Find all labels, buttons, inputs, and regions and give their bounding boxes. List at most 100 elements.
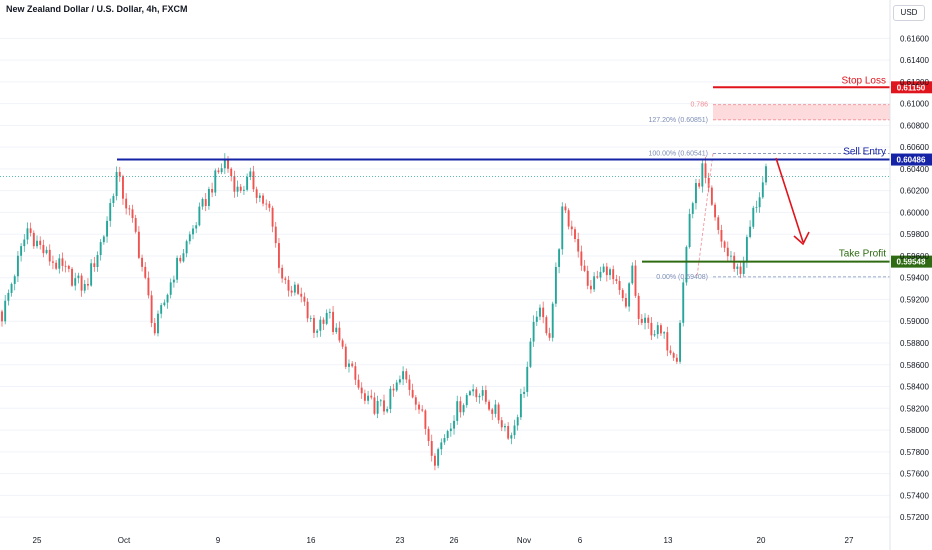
candle [761,177,764,199]
candle [701,158,704,193]
candle [316,329,319,338]
candle-body [274,226,277,244]
candle [736,263,739,276]
candle [714,202,717,221]
candle-body [83,283,86,291]
candle-body [682,282,685,323]
candle-body [749,226,752,237]
candle [39,236,42,250]
candle [172,275,175,288]
candle-body [437,449,440,466]
candle-body [252,171,255,190]
time-tick-label: 20 [757,536,766,545]
candle-body [96,255,99,268]
candle-body [405,371,408,380]
currency-button[interactable]: USD [893,5,925,21]
candle [223,153,226,175]
candle [268,201,271,212]
candle-body [666,332,669,351]
candle-body [163,302,166,306]
candle-body [663,332,666,334]
time-tick-label: 25 [33,536,42,545]
candle [488,399,490,412]
candle [484,385,487,405]
candle [16,251,19,283]
candle-body [172,279,175,283]
candle-body [535,316,538,322]
candle-body [516,417,519,426]
candle [303,292,306,306]
candle-body [150,295,153,323]
candle-body [58,258,61,269]
candle-body [379,400,382,402]
candle-body [13,276,16,284]
candle [306,298,309,323]
candle-body [695,183,697,204]
price-tick-label: 0.58800 [900,339,929,348]
price-tick-label: 0.61000 [900,100,929,109]
candle [386,406,389,414]
candle-body [701,163,704,187]
candle-body [634,265,637,296]
candle [32,230,35,249]
level-name-label: Take Profit [839,249,886,260]
level-name-label: Sell Entry [843,147,886,158]
candle-body [443,437,446,443]
candle-body [424,410,427,429]
candle-body [551,303,554,338]
candle [77,272,80,284]
candle [7,289,10,306]
candle [478,393,481,404]
candle-body [637,295,640,319]
candle [271,205,274,233]
candle-body [593,276,596,290]
candle [765,163,767,186]
candle-body [141,257,144,267]
candle-body [284,278,287,280]
candle [392,384,395,397]
candle [351,361,354,368]
candle-body [558,249,561,267]
candle [383,394,385,415]
candle [609,267,611,280]
candle [83,279,86,294]
candle [290,285,293,297]
candle [284,276,287,285]
candle-body [90,263,93,286]
candle-body [618,281,621,291]
candle-body [519,393,522,418]
candle-body [112,196,115,204]
price-tick-label: 0.57800 [900,448,929,457]
price-tick-label: 0.61600 [900,34,929,43]
candle [631,262,634,285]
candle-body [262,195,264,204]
candle [179,255,182,264]
candle [344,343,347,370]
candle [472,384,475,397]
candle-body [367,395,370,401]
candle [418,401,420,414]
candle-body [147,277,150,296]
candle [494,399,497,418]
candle [220,163,223,175]
candle-body [227,158,229,169]
candle-body [418,404,420,410]
candle [176,255,179,284]
candle-body [128,208,131,210]
candle-body [453,420,455,429]
candle [106,216,108,243]
candle [624,293,627,309]
time-tick-label: Oct [118,536,131,545]
candle-body [376,400,379,414]
candle-body [414,397,417,405]
candle-body [204,199,207,207]
candle [278,238,280,274]
candle-body [265,203,268,205]
candle-body [61,258,64,266]
candle [618,276,621,295]
candle [408,374,411,396]
candle-body [10,283,13,293]
candle [698,179,701,189]
candle-body [26,228,29,240]
